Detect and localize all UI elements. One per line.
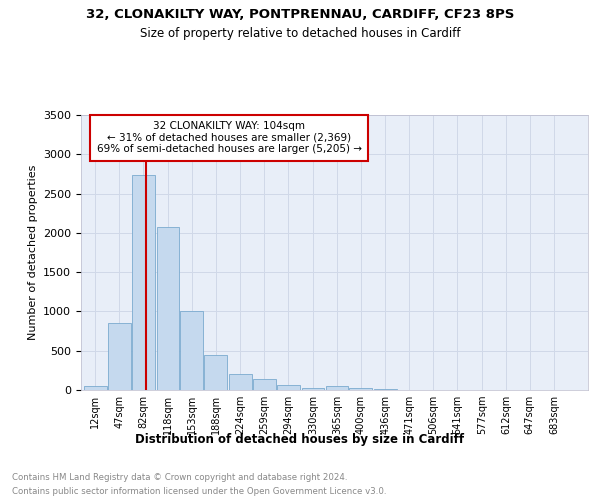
Bar bbox=[205, 354, 227, 390]
Text: 32 CLONAKILTY WAY: 104sqm
← 31% of detached houses are smaller (2,369)
69% of se: 32 CLONAKILTY WAY: 104sqm ← 31% of detac… bbox=[97, 122, 362, 154]
Bar bbox=[157, 228, 179, 390]
Text: Distribution of detached houses by size in Cardiff: Distribution of detached houses by size … bbox=[136, 432, 464, 446]
Bar bbox=[349, 388, 372, 390]
Bar bbox=[253, 379, 276, 390]
Bar bbox=[108, 323, 131, 390]
Bar bbox=[326, 386, 348, 390]
Y-axis label: Number of detached properties: Number of detached properties bbox=[28, 165, 38, 340]
Text: Size of property relative to detached houses in Cardiff: Size of property relative to detached ho… bbox=[140, 28, 460, 40]
Bar bbox=[84, 386, 107, 390]
Bar bbox=[181, 310, 203, 390]
Bar bbox=[374, 389, 397, 390]
Bar bbox=[229, 374, 252, 390]
Bar bbox=[132, 176, 155, 390]
Text: Contains HM Land Registry data © Crown copyright and database right 2024.: Contains HM Land Registry data © Crown c… bbox=[12, 472, 347, 482]
Bar bbox=[277, 386, 299, 390]
Text: Contains public sector information licensed under the Open Government Licence v3: Contains public sector information licen… bbox=[12, 488, 386, 496]
Bar bbox=[302, 388, 325, 390]
Text: 32, CLONAKILTY WAY, PONTPRENNAU, CARDIFF, CF23 8PS: 32, CLONAKILTY WAY, PONTPRENNAU, CARDIFF… bbox=[86, 8, 514, 20]
